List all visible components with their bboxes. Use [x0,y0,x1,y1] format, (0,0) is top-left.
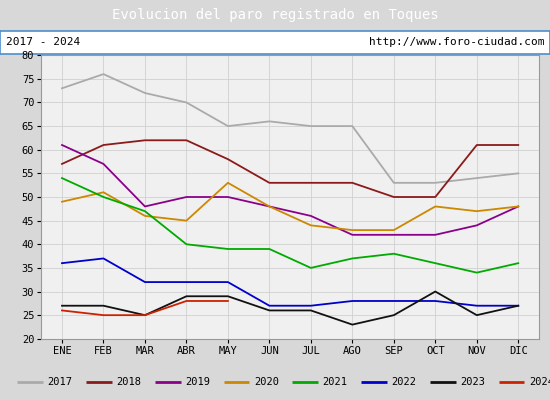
Text: 2024: 2024 [529,378,550,387]
Text: Evolucion del paro registrado en Toques: Evolucion del paro registrado en Toques [112,8,438,22]
Text: 2019: 2019 [185,378,210,387]
Text: http://www.foro-ciudad.com: http://www.foro-ciudad.com [369,37,544,47]
Text: 2017: 2017 [47,378,73,387]
Text: 2017 - 2024: 2017 - 2024 [6,37,80,47]
Text: 2018: 2018 [117,378,141,387]
Text: 2021: 2021 [322,378,348,387]
Text: 2022: 2022 [392,378,416,387]
Text: 2020: 2020 [254,378,279,387]
Text: 2023: 2023 [460,378,485,387]
